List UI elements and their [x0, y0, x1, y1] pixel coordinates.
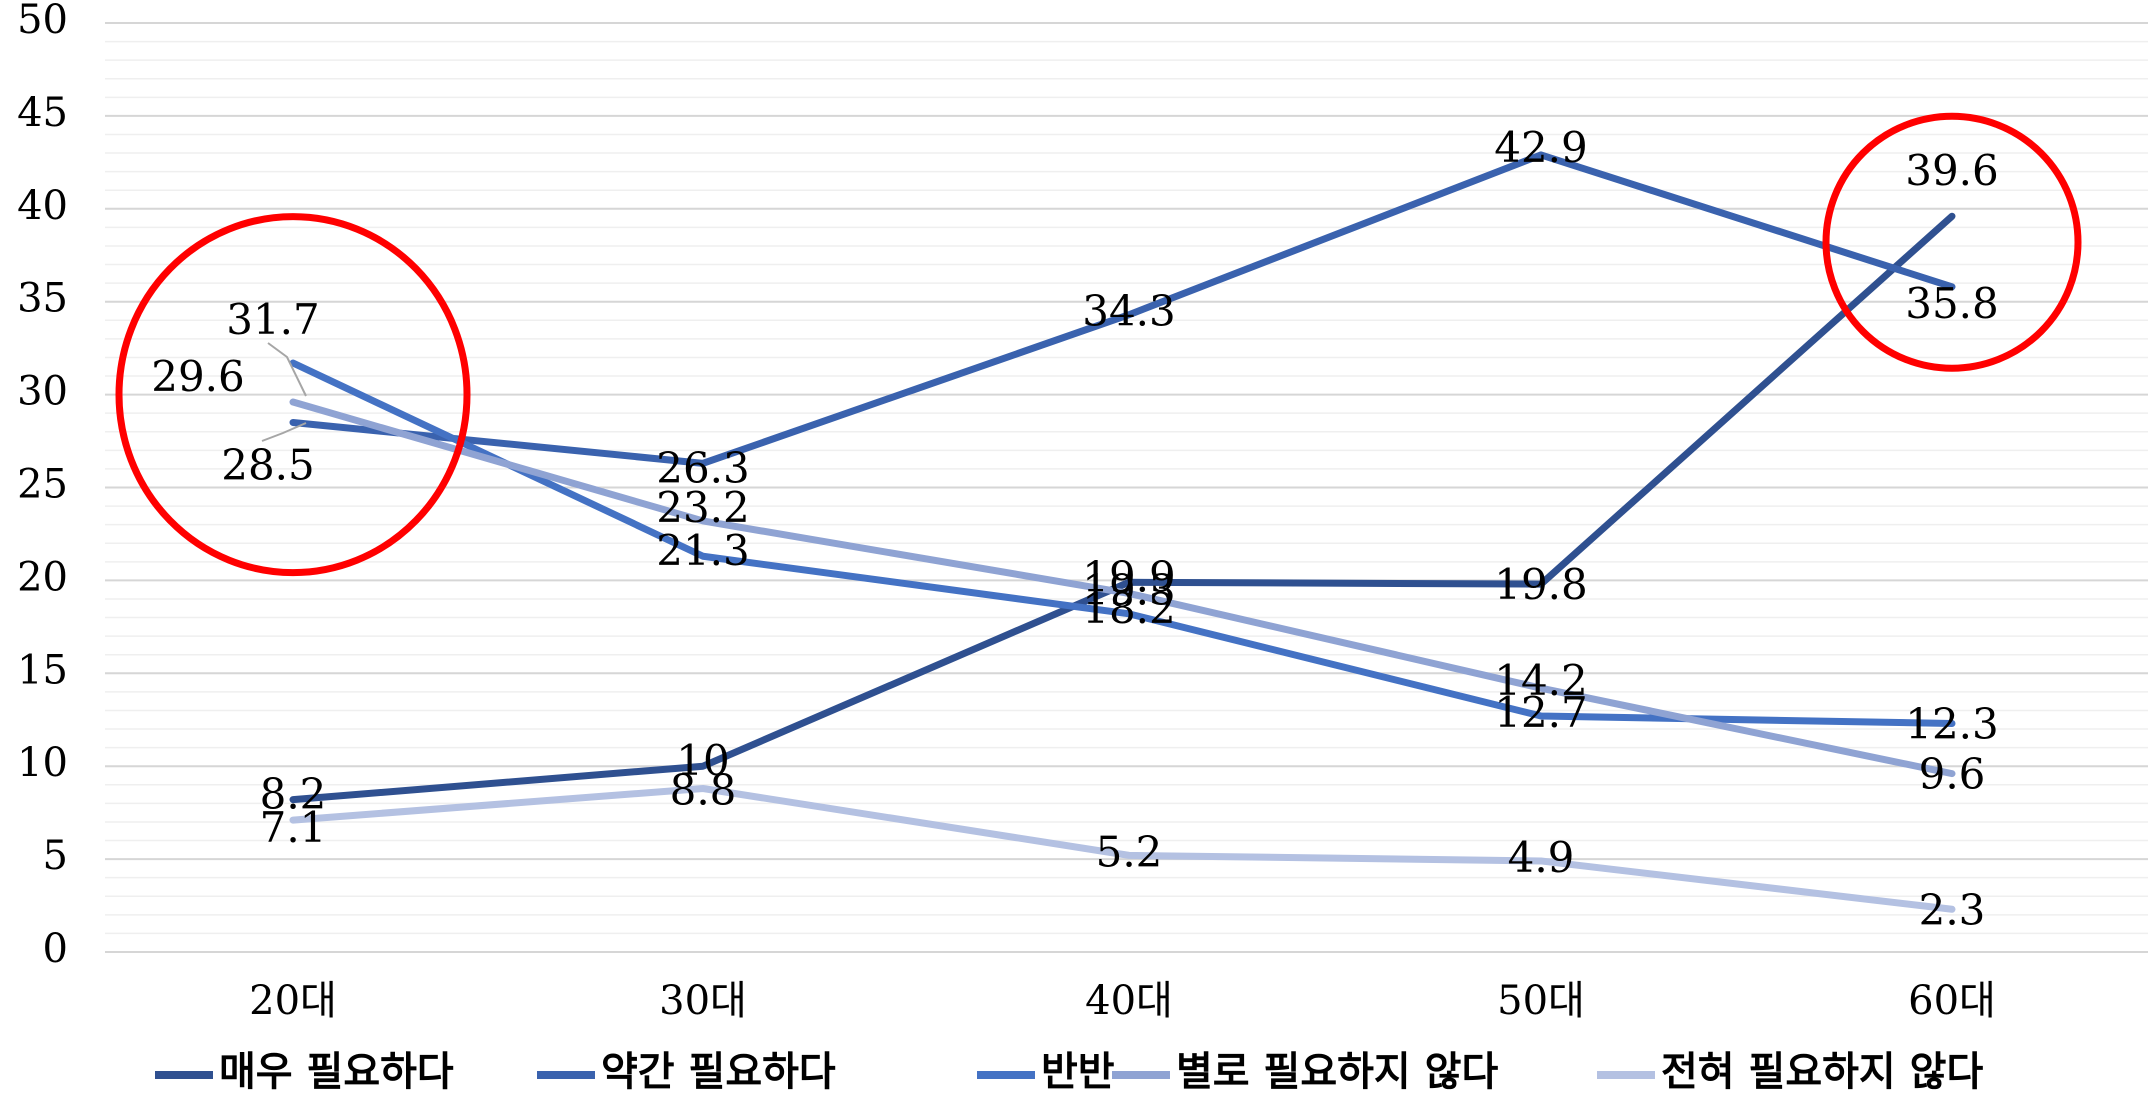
y-tick-label: 15 [17, 647, 68, 693]
legend-label: 별로 필요하지 않다 [1176, 1048, 1498, 1095]
data-label: 19.8 [1494, 560, 1588, 609]
y-axis-ticks: 0 5 10 15 20 25 30 35 40 45 50 [17, 0, 68, 972]
x-tick-label: 40대 [1085, 978, 1173, 1024]
y-tick-label: 50 [17, 0, 68, 43]
legend: 매우 필요하다 약간 필요하다 반반 별로 필요하지 않다 전혀 필요하지 않다 [155, 1048, 1983, 1095]
annotation-layer [115, 112, 2082, 577]
data-label: 31.7 [226, 295, 320, 344]
x-tick-label: 30대 [659, 978, 747, 1024]
leader-lines [261, 342, 307, 442]
data-labels: 8.2 10 19.9 19.8 39.6 28.5 26.3 34.3 42.9 35.8 31.… [151, 123, 1999, 934]
data-label: 21.3 [656, 526, 750, 575]
data-label: 29.6 [151, 352, 245, 401]
data-label: 12.3 [1905, 699, 1999, 748]
y-tick-label: 0 [43, 926, 68, 972]
data-label: 2.3 [1919, 885, 1986, 934]
y-tick-label: 45 [17, 90, 68, 136]
data-label: 34.3 [1082, 287, 1176, 336]
data-label: 39.6 [1905, 146, 1999, 195]
y-tick-label: 5 [43, 833, 68, 879]
data-label: 7.1 [260, 803, 327, 852]
data-label: 9.6 [1919, 750, 1986, 799]
data-label: 19.3 [1082, 565, 1176, 614]
legend-label: 약간 필요하다 [601, 1048, 836, 1095]
legend-label: 반반 [1041, 1048, 1115, 1095]
y-tick-label: 35 [17, 276, 68, 322]
y-tick-label: 30 [17, 369, 68, 415]
legend-label: 매우 필요하다 [219, 1048, 454, 1095]
highlight-circle [1822, 112, 2082, 372]
y-tick-label: 20 [17, 554, 68, 600]
series-line [289, 212, 1956, 804]
series-layer [289, 151, 1956, 913]
series-line [289, 784, 1956, 913]
x-tick-label: 60대 [1908, 978, 1996, 1024]
data-label: 28.5 [221, 440, 315, 489]
data-label: 8.2 [260, 770, 327, 819]
leader-line [267, 342, 307, 397]
highlight-circle [115, 213, 471, 577]
data-label: 8.8 [670, 765, 737, 814]
data-label: 14.2 [1494, 656, 1588, 705]
leader-line [261, 422, 307, 442]
data-label: 12.7 [1494, 688, 1588, 737]
y-tick-label: 40 [17, 183, 68, 229]
data-label: 26.3 [656, 443, 750, 492]
y-tick-label: 25 [17, 462, 68, 508]
x-tick-label: 50대 [1497, 978, 1585, 1024]
data-label: 19.9 [1082, 552, 1176, 601]
data-label: 10 [676, 736, 729, 785]
x-tick-label: 20대 [249, 978, 337, 1024]
data-label: 5.2 [1096, 827, 1163, 876]
data-label: 35.8 [1905, 279, 1999, 328]
data-label: 4.9 [1508, 833, 1575, 882]
y-tick-label: 10 [17, 740, 68, 786]
data-label: 18.2 [1082, 584, 1176, 633]
series-line [289, 398, 1956, 778]
series-line [289, 151, 1956, 467]
grid-layer [105, 22, 2148, 953]
legend-label: 전혀 필요하지 않다 [1661, 1048, 1983, 1095]
data-label: 23.2 [656, 483, 750, 532]
data-label: 42.9 [1494, 123, 1588, 172]
x-axis-ticks: 20대 30대 40대 50대 60대 [249, 978, 1996, 1024]
